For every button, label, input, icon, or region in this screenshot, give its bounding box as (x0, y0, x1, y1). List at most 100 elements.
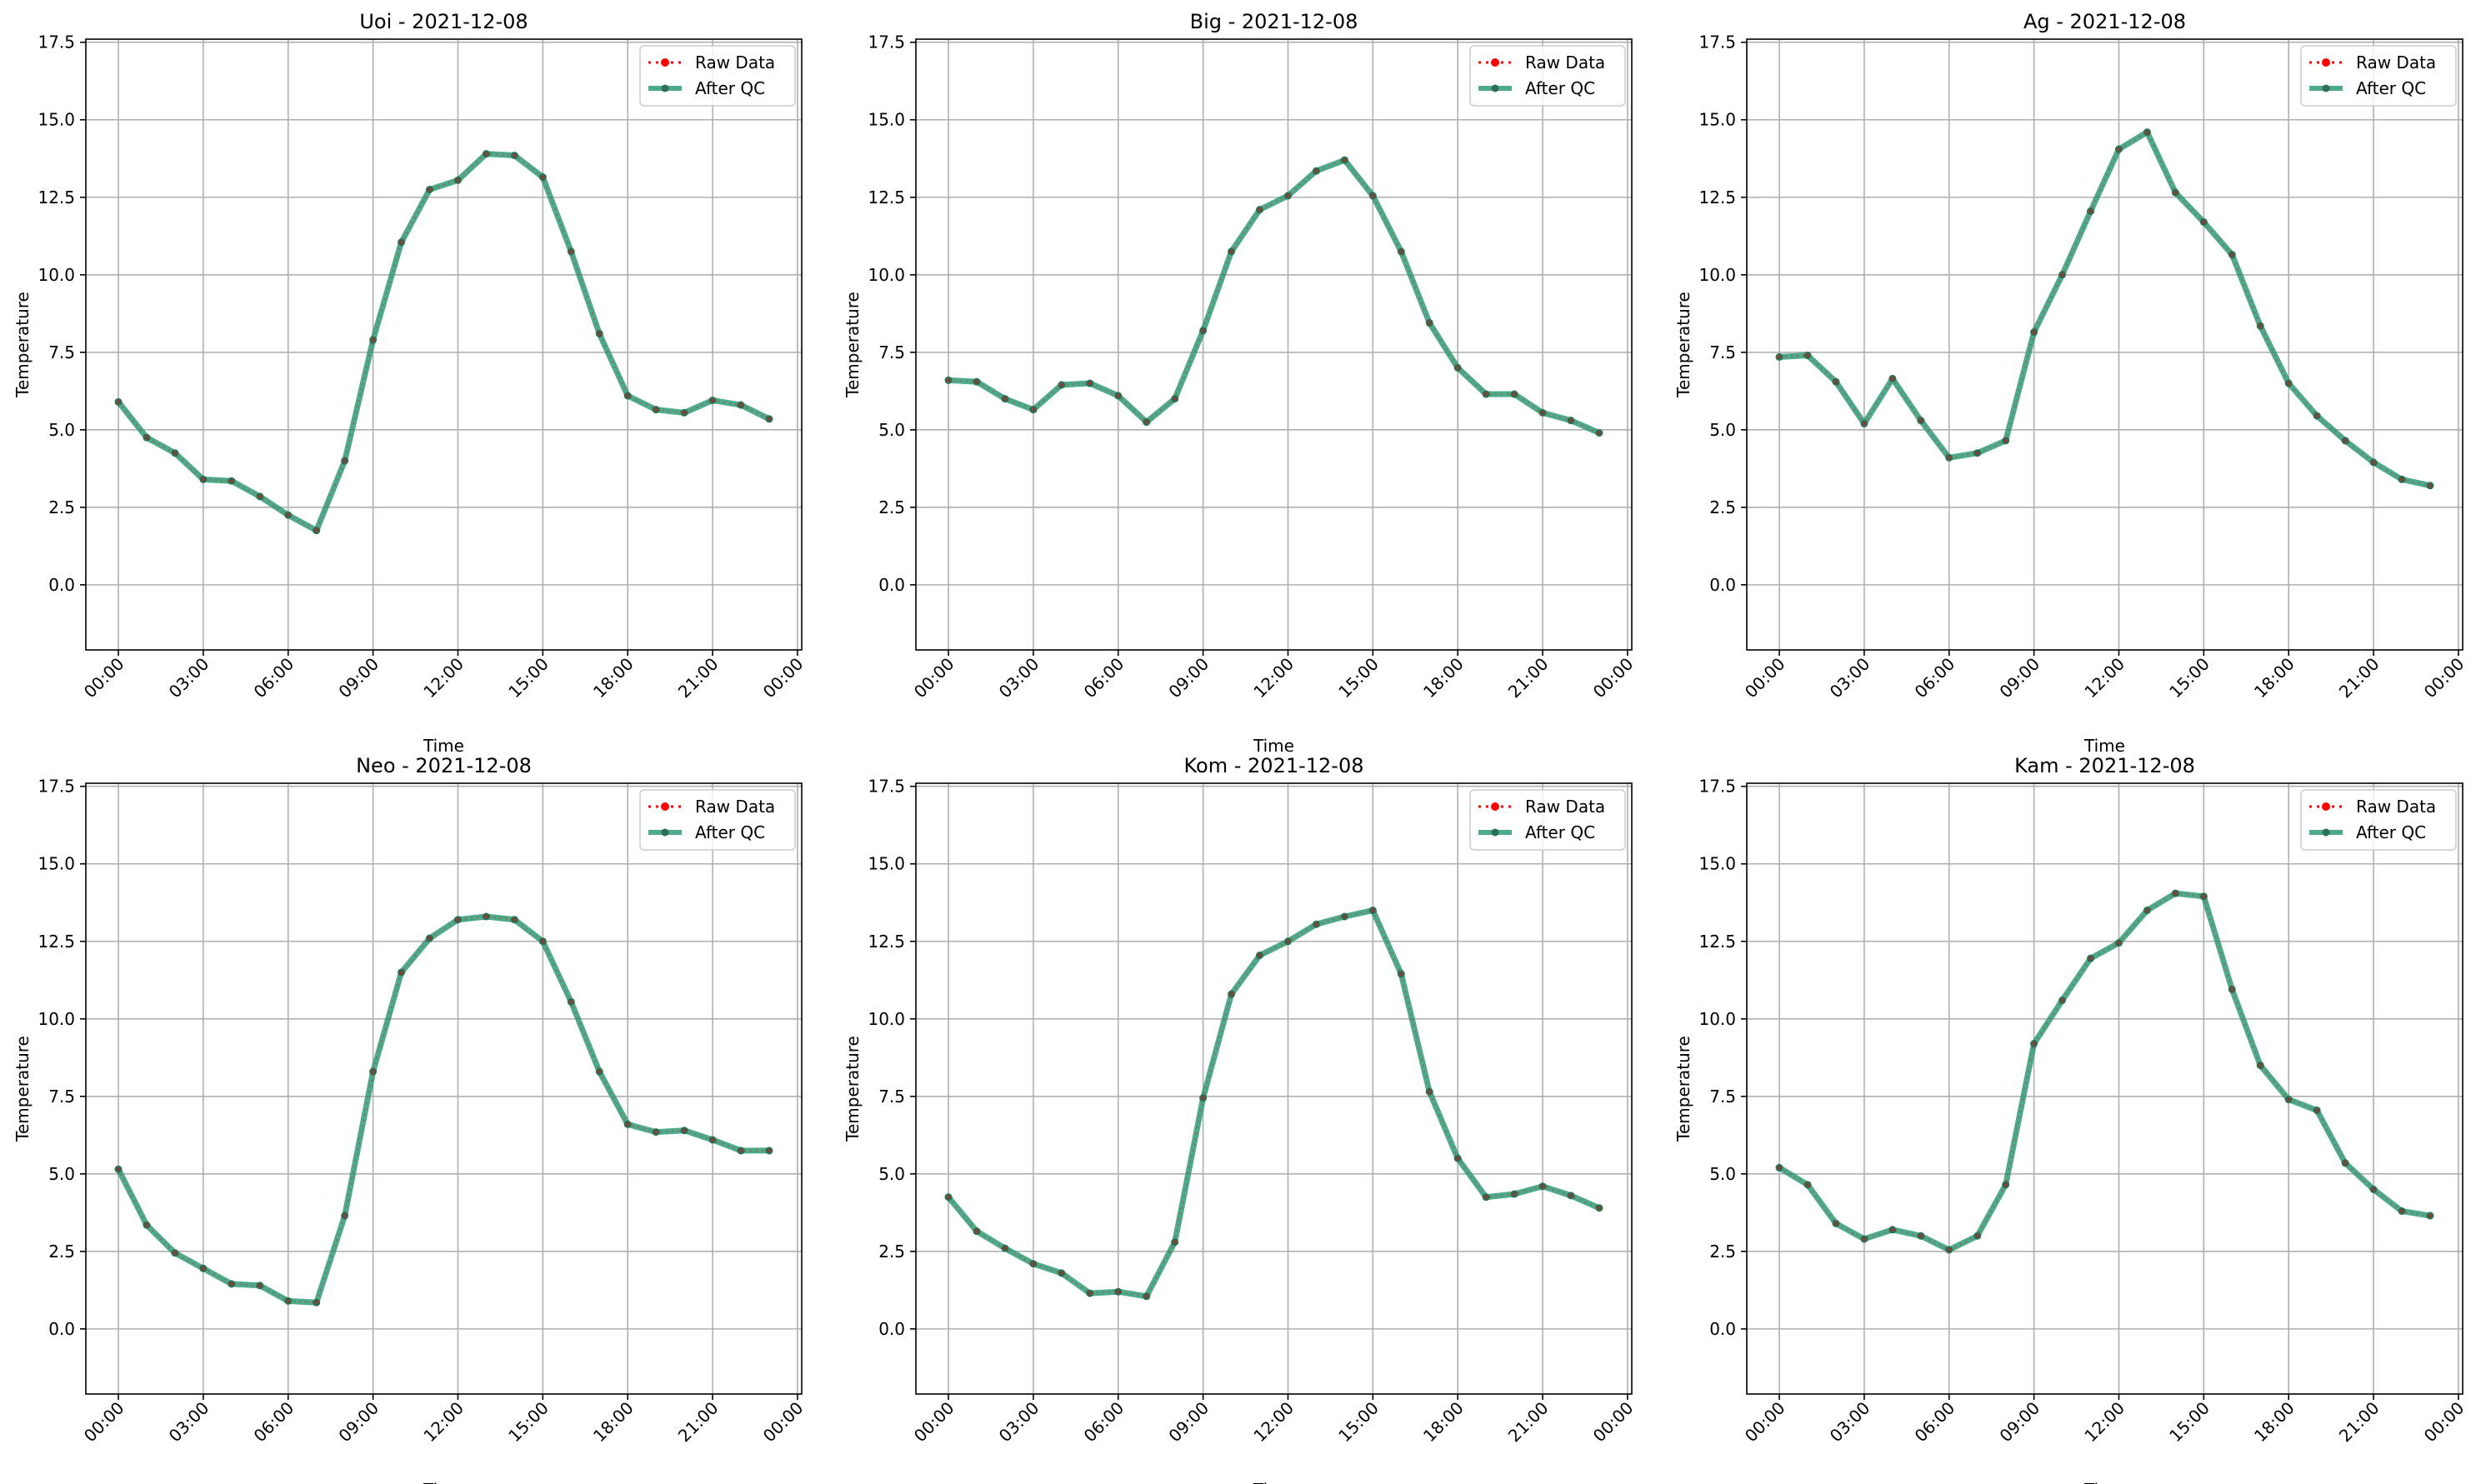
after-qc-point (1256, 206, 1264, 214)
raw-data-point (512, 917, 517, 922)
after-qc-point (1001, 1244, 1009, 1252)
raw-data-point (974, 1229, 979, 1234)
raw-data-point (2371, 1187, 2376, 1192)
after-qc-point (1283, 937, 1292, 946)
after-qc-point (171, 449, 179, 457)
legend: Raw Data After QC (639, 45, 796, 107)
raw-data-point (201, 1266, 206, 1271)
after-qc-point (1312, 920, 1320, 928)
after-qc-point (1199, 327, 1208, 335)
after-qc-point (595, 1067, 603, 1076)
after-qc-point (1029, 406, 1038, 414)
raw-data-point (2399, 477, 2404, 482)
y-tick-label: 15.0 (868, 854, 905, 874)
x-tick-label: 00:00 (1741, 654, 1789, 702)
raw-data-point (1144, 420, 1149, 425)
raw-data-point (144, 435, 149, 440)
raw-data-point (483, 914, 488, 919)
after-qc-point (1832, 377, 1840, 386)
axes-frame (85, 38, 803, 651)
raw-data-point (343, 458, 348, 463)
after-qc-point (1538, 1182, 1547, 1191)
raw-data-point (1201, 328, 1206, 333)
y-tick-label: 15.0 (1698, 110, 1736, 130)
x-tick-label: 00:00 (759, 654, 808, 702)
after-qc-point (944, 1193, 953, 1202)
y-tick-label: 0.0 (1709, 1319, 1736, 1339)
raw-data-point (1173, 397, 1178, 402)
after-qc-point (1199, 1094, 1208, 1102)
raw-data-point (1918, 418, 1923, 423)
raw-data-point (2229, 252, 2234, 257)
raw-data-point (568, 249, 573, 254)
raw-data-point (116, 1167, 121, 1172)
after-qc-point (1340, 156, 1348, 164)
raw-data-point (1116, 393, 1121, 398)
after-qc-point (199, 1264, 208, 1272)
after-qc-point (1425, 1087, 1433, 1096)
raw-data-point (946, 377, 951, 382)
raw-data-point (682, 410, 687, 415)
x-tick-label: 00:00 (1589, 654, 1638, 702)
after-qc-point (1368, 907, 1377, 915)
after-qc-point (1340, 912, 1348, 921)
after-qc-point (973, 377, 981, 386)
raw-data-point (371, 337, 376, 342)
raw-data-point (1947, 455, 1952, 460)
raw-data-point (314, 528, 319, 533)
raw-data-point (1258, 207, 1263, 212)
after-qc-point (1567, 417, 1575, 425)
after-qc-point (1228, 990, 1236, 998)
raw-data-point (2088, 956, 2093, 961)
raw-data-point (1398, 249, 1403, 254)
raw-data-point (116, 399, 121, 404)
after-qc-point (2058, 271, 2067, 279)
after-qc-point (2030, 1040, 2038, 1048)
after-qc-point (1453, 363, 1462, 372)
raw-data-point (2286, 1097, 2291, 1102)
y-axis-label: Temperature (13, 292, 33, 398)
after-qc-point (567, 997, 575, 1006)
after-qc-point (2313, 412, 2321, 420)
axes-frame (915, 782, 1633, 1395)
after-qc-point (623, 1120, 632, 1128)
series-line-raw-data (118, 915, 769, 1304)
after-qc-point (2114, 939, 2123, 947)
after-qc-point (510, 916, 518, 924)
after-qc-point (313, 1298, 321, 1307)
chart-title: Uoi - 2021-12-08 (359, 10, 528, 33)
plot-area (1747, 39, 2463, 650)
y-tick-label: 17.5 (38, 777, 75, 797)
raw-data-point (2116, 941, 2121, 946)
x-tick-label: 03:00 (1826, 654, 1874, 702)
x-tick-label: 09:00 (334, 1398, 383, 1447)
raw-data-point (1568, 1193, 1573, 1198)
after-qc-point (1917, 1232, 1925, 1240)
raw-data-point (314, 1300, 319, 1305)
after-qc-point (1143, 418, 1151, 427)
raw-data-point (286, 1298, 291, 1303)
after-qc-point (369, 1067, 378, 1076)
y-axis-label: Temperature (1673, 1036, 1693, 1142)
after-qc-point (1973, 1232, 1982, 1240)
raw-data-point (1229, 249, 1234, 254)
legend-marker-raw-data (2322, 802, 2330, 811)
after-qc-point (1510, 1190, 1518, 1198)
y-tick-label: 12.5 (38, 932, 75, 952)
raw-data-point (455, 177, 460, 182)
after-qc-point (1029, 1260, 1038, 1268)
y-tick-label: 5.0 (1709, 420, 1736, 440)
x-tick-label: 15:00 (504, 1398, 553, 1447)
series-line-raw-data (118, 152, 770, 532)
raw-data-point (540, 175, 545, 180)
y-tick-label: 10.0 (1698, 1009, 1736, 1029)
raw-data-point (1342, 157, 1347, 162)
after-qc-point (1482, 390, 1490, 398)
after-qc-point (1114, 1287, 1123, 1296)
raw-data-point (1427, 1089, 1432, 1094)
x-tick-label: 12:00 (419, 654, 468, 702)
y-tick-label: 10.0 (38, 265, 75, 285)
raw-data-point (653, 1130, 658, 1135)
raw-data-point (1003, 1246, 1008, 1251)
y-tick-label: 17.5 (38, 32, 75, 52)
